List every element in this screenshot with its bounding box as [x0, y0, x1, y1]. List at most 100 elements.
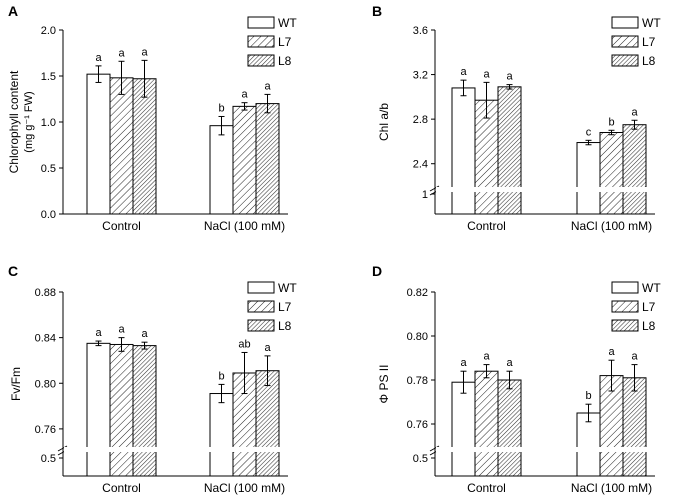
significance-letter: a — [95, 52, 102, 64]
significance-letter: a — [506, 357, 513, 369]
significance-letter: a — [483, 68, 490, 80]
x-category-label: Control — [467, 481, 506, 495]
significance-letter: b — [585, 390, 591, 402]
y-tick-label: 1.0 — [41, 117, 56, 129]
legend-label: L8 — [642, 54, 656, 68]
legend-swatch-l7 — [247, 300, 275, 313]
significance-letter: a — [460, 66, 467, 78]
significance-letter: a — [141, 328, 148, 340]
panel-d: D 0.76 0.78 0.80 0.82 0.5 Φ PS II a a a Control b a a… — [372, 263, 661, 495]
y-tick-label: 1.5 — [41, 71, 56, 83]
legend-label: WT — [278, 16, 297, 30]
y-tick-label: 0.76 — [407, 419, 428, 431]
bar-l7 — [232, 105, 257, 215]
significance-letter: a — [506, 71, 513, 83]
bar-l8 — [132, 78, 157, 215]
y-break-label: 1 — [422, 189, 428, 201]
significance-letter: a — [118, 47, 125, 59]
axis-break-mark — [429, 185, 440, 192]
y-tick-label: 0.5 — [41, 163, 56, 175]
bar-wt — [451, 87, 476, 215]
bar-wt — [576, 142, 601, 215]
panel-letter: D — [372, 263, 382, 279]
legend-label: WT — [642, 16, 661, 30]
panel-letter: A — [8, 3, 18, 19]
legend-label: L8 — [278, 54, 292, 68]
axis-break-gap — [436, 187, 656, 192]
significance-letter: a — [241, 89, 248, 101]
x-category-label: NaCl (100 mM) — [204, 481, 285, 495]
legend-swatch-wt — [611, 16, 639, 29]
significance-letter: b — [608, 116, 614, 128]
y-tick-label: 0.82 — [407, 287, 428, 299]
axis-break-gap — [436, 447, 656, 452]
bar-l7 — [109, 343, 134, 477]
bar-l8 — [497, 86, 522, 215]
significance-letter: c — [586, 126, 592, 138]
bar-l8 — [255, 103, 280, 215]
y-tick-label: 0.84 — [35, 333, 56, 345]
bar-l8 — [622, 377, 647, 477]
panel-a: A 0.0 0.5 1.0 1.5 2.0 Chlorophyll content (mg g… — [7, 3, 297, 233]
bar-l8 — [497, 379, 522, 477]
y-axis-label: Chlorophyll content — [7, 70, 21, 173]
legend-label: L7 — [642, 300, 656, 314]
bar-wt — [209, 125, 234, 215]
axis-break-gap — [64, 447, 289, 452]
panel-c: C 0.76 0.80 0.84 0.88 0.5 Fv/Fm a a a Control b ab a N… — [8, 263, 297, 495]
legend-swatch-wt — [247, 281, 275, 294]
x-category-label: NaCl (100 mM) — [571, 481, 652, 495]
significance-letter: a — [118, 324, 125, 336]
bar-wt — [86, 73, 111, 215]
y-tick-label: 0.88 — [35, 287, 56, 299]
bar-wt — [576, 412, 601, 477]
axis-break-mark — [57, 445, 68, 452]
y-axis-label: Chl a/b — [377, 103, 391, 141]
legend-label: L7 — [278, 300, 292, 314]
legend-swatch-l8 — [247, 319, 275, 332]
bar-l7 — [109, 77, 134, 215]
y-break-label: 0.5 — [41, 453, 56, 465]
legend-swatch-l7 — [247, 35, 275, 48]
panel-letter: C — [8, 263, 18, 279]
significance-letter: b — [218, 102, 224, 114]
legend-label: L7 — [642, 35, 656, 49]
significance-letter: a — [264, 80, 271, 92]
significance-letter: a — [483, 351, 490, 363]
significance-letter: a — [631, 106, 638, 118]
legend-swatch-wt — [247, 16, 275, 29]
x-category-label: NaCl (100 mM) — [571, 219, 652, 233]
y-axis-unit: (mg g⁻¹ FW) — [23, 91, 35, 152]
x-category-label: NaCl (100 mM) — [204, 219, 285, 233]
significance-letter: a — [460, 357, 467, 369]
y-axis-label: Φ PS II — [377, 365, 391, 404]
y-tick-label: 0.76 — [35, 424, 56, 436]
significance-letter: a — [95, 327, 102, 339]
bar-l8 — [132, 345, 157, 477]
x-category-label: Control — [467, 219, 506, 233]
bar-wt — [209, 393, 234, 477]
y-tick-label: 3.2 — [413, 70, 428, 82]
significance-letter: a — [608, 346, 615, 358]
significance-letter: a — [264, 342, 271, 354]
y-tick-label: 3.6 — [413, 25, 428, 37]
x-category-label: Control — [102, 481, 141, 495]
legend-swatch-l7 — [611, 35, 639, 48]
legend-label: L8 — [278, 319, 292, 333]
bar-wt — [86, 342, 111, 477]
bar-l8 — [255, 370, 280, 477]
y-tick-label: 0.80 — [407, 331, 428, 343]
bar-l8 — [622, 124, 647, 215]
y-tick-label: 2.0 — [41, 25, 56, 37]
significance-letter: b — [218, 370, 224, 382]
significance-letter: ab — [238, 338, 250, 350]
y-break-label: 0.5 — [413, 453, 428, 465]
y-tick-label: 0.0 — [41, 209, 56, 221]
y-tick-label: 0.80 — [35, 378, 56, 390]
significance-letter: a — [141, 46, 148, 58]
legend-swatch-l8 — [611, 54, 639, 67]
legend-label: WT — [278, 281, 297, 295]
legend-swatch-l8 — [611, 319, 639, 332]
x-category-label: Control — [102, 219, 141, 233]
